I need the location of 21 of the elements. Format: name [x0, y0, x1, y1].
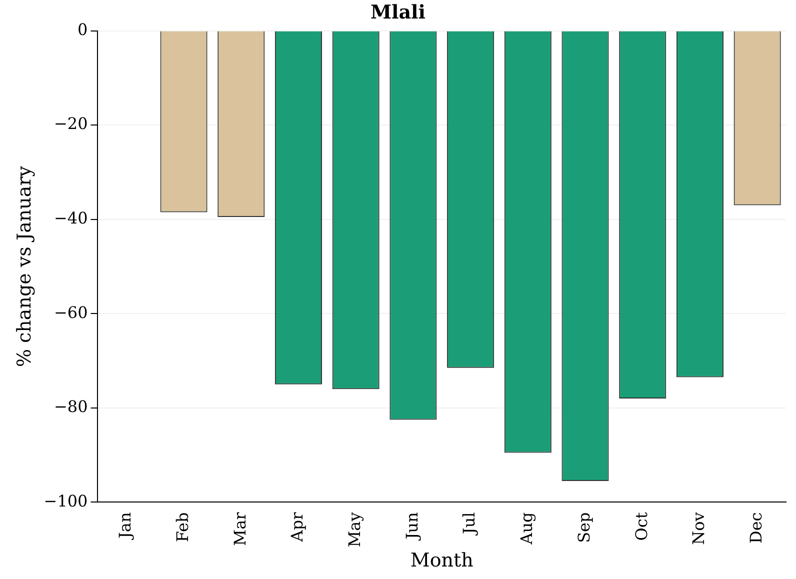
x-tick-label: Sep [574, 512, 594, 543]
y-axis-title: % change vs January [13, 166, 36, 368]
x-tick-label: May [344, 512, 364, 548]
y-tick-label: −40 [54, 208, 88, 228]
y-tick-label: −100 [44, 491, 88, 510]
y-tick-label: −20 [54, 114, 88, 134]
x-tick-label: Jan [116, 512, 135, 541]
x-axis-title: Month [410, 550, 474, 572]
y-tick-label: −80 [54, 397, 88, 416]
x-tick-label: Oct [632, 512, 651, 541]
chart-title: Mlali [370, 1, 426, 24]
x-tick-label: Nov [689, 512, 708, 545]
x-tick-label: Feb [172, 512, 192, 542]
y-tick-label: −60 [54, 302, 88, 322]
x-tick-label: Aug [517, 512, 536, 546]
x-tick-label: Mar [230, 512, 250, 546]
x-tick-label: Apr [288, 512, 307, 543]
x-tick-label: Jul [460, 512, 479, 536]
x-tick-label: Jun [402, 512, 422, 542]
y-tick-label: 0 [78, 20, 88, 39]
x-tick-label: Dec [746, 512, 766, 544]
